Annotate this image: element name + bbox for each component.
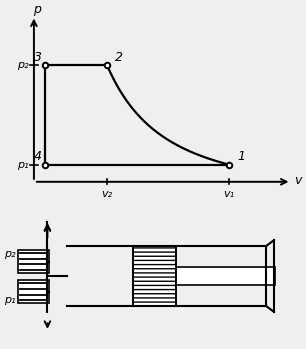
Text: 2: 2 — [115, 51, 123, 64]
Text: 3: 3 — [34, 51, 42, 64]
Text: v₁: v₁ — [223, 189, 235, 199]
Bar — [18, 250, 49, 273]
Text: 4: 4 — [34, 150, 42, 163]
Text: p₁: p₁ — [17, 159, 28, 170]
Text: v: v — [294, 173, 301, 187]
Text: p: p — [33, 2, 41, 16]
Bar — [133, 246, 176, 306]
Bar — [176, 267, 275, 285]
Bar — [18, 280, 49, 303]
Text: p₁: p₁ — [4, 295, 15, 305]
Text: 1: 1 — [237, 150, 245, 163]
Text: p₂: p₂ — [17, 60, 28, 70]
Text: p₂: p₂ — [4, 249, 15, 259]
Text: v₂: v₂ — [102, 189, 113, 199]
